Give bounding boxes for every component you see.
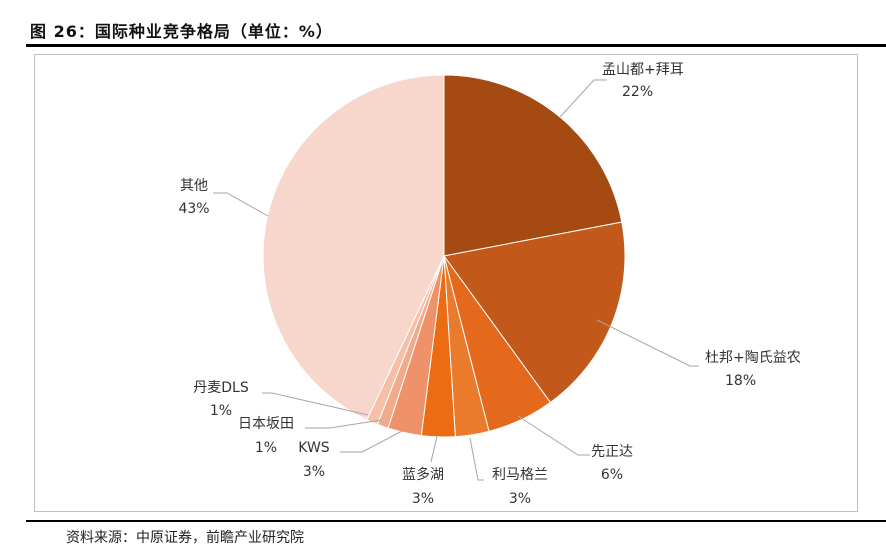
top-rule (26, 44, 886, 47)
leader-line-3 (517, 415, 590, 456)
slice-name-label: KWS (298, 440, 330, 456)
slice-name-label: 孟山都+拜耳 (602, 62, 684, 78)
chart-frame (34, 54, 858, 512)
slice-value-label: 6% (601, 467, 623, 483)
leader-line-2 (596, 319, 699, 367)
pie-slices (262, 74, 626, 438)
slice-name-label: 利马格兰 (492, 467, 548, 483)
slice-name-label: 日本坂田 (238, 416, 294, 432)
slice-name-label: 蓝多湖 (402, 466, 444, 483)
leader-line-7 (305, 419, 382, 429)
slice-value-label: 3% (303, 464, 325, 480)
figure-title: 图 26：国际种业竞争格局（单位：%） (30, 22, 333, 41)
source-note: 资料来源：中原证券，前瞻产业研究院 (66, 530, 304, 546)
slice-value-label: 22% (622, 84, 653, 100)
leader-line-6 (340, 429, 405, 453)
slice-name-label: 先正达 (591, 444, 633, 460)
slice-value-label: 1% (255, 440, 277, 456)
pie-slice-1 (443, 74, 623, 257)
leader-line-9 (213, 192, 269, 217)
pie-slice-9 (262, 74, 445, 421)
leader-line-4 (469, 437, 484, 481)
data-labels: 孟山都+拜耳 22% 杜邦+陶氏益农 18% 先正达 6% 利马格兰 3% 蓝多湖 3% KWS 3%… (178, 62, 800, 507)
slice-value-label: 18% (725, 373, 756, 389)
bottom-rule (26, 520, 886, 522)
leader-line-8 (262, 392, 369, 416)
slice-value-label: 43% (178, 201, 209, 217)
slice-name-label: 杜邦+陶氏益农 (705, 350, 801, 366)
slice-value-label: 1% (210, 403, 232, 419)
slice-name-label: 其他 (180, 178, 208, 194)
leader-lines (213, 79, 699, 481)
leader-line-5 (430, 435, 438, 463)
slice-name-label: 丹麦DLS (193, 380, 249, 396)
slice-value-label: 3% (509, 491, 531, 507)
leader-line-1 (559, 79, 607, 118)
pie-slice-2 (443, 221, 626, 404)
slice-value-label: 3% (412, 491, 434, 507)
